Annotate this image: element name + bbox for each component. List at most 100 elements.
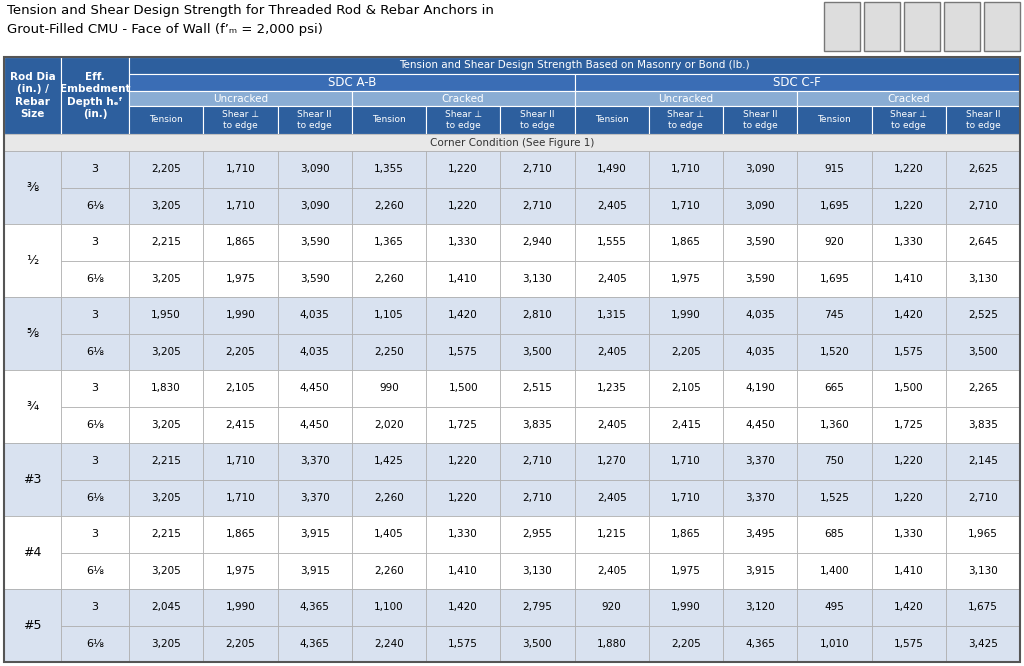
Bar: [798, 224, 871, 260]
Text: 2,710: 2,710: [522, 456, 552, 466]
Text: 4,450: 4,450: [745, 420, 775, 430]
Text: SDC A-B: SDC A-B: [328, 76, 376, 89]
Bar: [871, 406, 946, 443]
Bar: [723, 625, 798, 662]
Bar: [4, 0, 1020, 57]
Text: 3,090: 3,090: [745, 165, 775, 174]
Bar: [278, 224, 352, 260]
Text: 6⅛: 6⅛: [86, 420, 104, 430]
Bar: [426, 224, 501, 260]
Bar: [649, 480, 723, 516]
Bar: [871, 334, 946, 370]
Bar: [61, 406, 129, 443]
Bar: [798, 443, 871, 480]
Text: Shear ⊥
to edge: Shear ⊥ to edge: [890, 110, 927, 130]
Bar: [798, 297, 871, 334]
Text: 1,410: 1,410: [449, 565, 478, 575]
Bar: [946, 370, 1020, 406]
Bar: [871, 625, 946, 662]
Text: 685: 685: [824, 529, 845, 539]
Bar: [426, 480, 501, 516]
Text: Shear ⊥
to edge: Shear ⊥ to edge: [444, 110, 481, 130]
Text: 3,090: 3,090: [300, 165, 330, 174]
Bar: [278, 516, 352, 553]
Bar: [426, 260, 501, 297]
Bar: [352, 188, 426, 224]
Text: 1,575: 1,575: [449, 347, 478, 357]
Text: 1,975: 1,975: [225, 274, 255, 284]
Bar: [4, 443, 61, 516]
Bar: [61, 625, 129, 662]
Text: 1,965: 1,965: [968, 529, 997, 539]
Bar: [798, 589, 871, 625]
Bar: [426, 106, 501, 134]
Text: 1,865: 1,865: [671, 529, 700, 539]
Bar: [278, 406, 352, 443]
Bar: [278, 188, 352, 224]
Text: Tension and Shear Design Strength for Threaded Rod & Rebar Anchors in: Tension and Shear Design Strength for Th…: [7, 4, 494, 17]
Bar: [501, 224, 574, 260]
Text: 2,625: 2,625: [968, 165, 997, 174]
Text: 1,410: 1,410: [894, 565, 924, 575]
Text: ½: ½: [27, 254, 39, 267]
Text: 3,205: 3,205: [152, 347, 181, 357]
Text: 1,710: 1,710: [671, 456, 700, 466]
Bar: [129, 224, 203, 260]
Bar: [946, 443, 1020, 480]
Bar: [871, 260, 946, 297]
Text: 3,130: 3,130: [968, 274, 997, 284]
Bar: [723, 334, 798, 370]
Bar: [278, 480, 352, 516]
Bar: [501, 106, 574, 134]
Bar: [574, 188, 649, 224]
Text: 2,205: 2,205: [225, 347, 255, 357]
Text: Uncracked: Uncracked: [213, 93, 268, 103]
Text: 2,710: 2,710: [522, 493, 552, 503]
Bar: [723, 188, 798, 224]
Bar: [501, 334, 574, 370]
Bar: [946, 106, 1020, 134]
Text: 4,450: 4,450: [300, 420, 330, 430]
Bar: [574, 260, 649, 297]
Text: 1,405: 1,405: [374, 529, 403, 539]
Bar: [946, 406, 1020, 443]
Text: 1,360: 1,360: [819, 420, 849, 430]
Bar: [649, 188, 723, 224]
Bar: [871, 589, 946, 625]
Bar: [946, 188, 1020, 224]
Bar: [798, 516, 871, 553]
Text: 1,710: 1,710: [225, 493, 255, 503]
Text: ⅜: ⅜: [27, 181, 39, 194]
Text: 2,710: 2,710: [522, 200, 552, 210]
Text: 3: 3: [91, 237, 98, 247]
Text: 3,370: 3,370: [745, 456, 775, 466]
Text: 6⅛: 6⅛: [86, 565, 104, 575]
Text: 3,590: 3,590: [300, 237, 330, 247]
Bar: [501, 516, 574, 553]
Bar: [574, 480, 649, 516]
Bar: [946, 297, 1020, 334]
Text: 3,130: 3,130: [522, 274, 552, 284]
Bar: [501, 589, 574, 625]
Text: 2,250: 2,250: [374, 347, 403, 357]
Bar: [574, 370, 649, 406]
Text: 3,425: 3,425: [968, 639, 997, 649]
Bar: [946, 553, 1020, 589]
Bar: [352, 151, 426, 188]
Text: 1,420: 1,420: [894, 602, 924, 612]
Text: 6⅛: 6⅛: [86, 493, 104, 503]
Text: 1,315: 1,315: [597, 310, 627, 320]
Bar: [946, 516, 1020, 553]
Bar: [203, 553, 278, 589]
Bar: [352, 106, 426, 134]
Text: 1,710: 1,710: [225, 165, 255, 174]
Text: 495: 495: [824, 602, 845, 612]
Bar: [574, 553, 649, 589]
Text: 2,260: 2,260: [374, 200, 403, 210]
Text: 3,500: 3,500: [522, 639, 552, 649]
Bar: [649, 106, 723, 134]
Bar: [426, 516, 501, 553]
Bar: [946, 260, 1020, 297]
Text: 4,035: 4,035: [300, 347, 330, 357]
Bar: [352, 480, 426, 516]
